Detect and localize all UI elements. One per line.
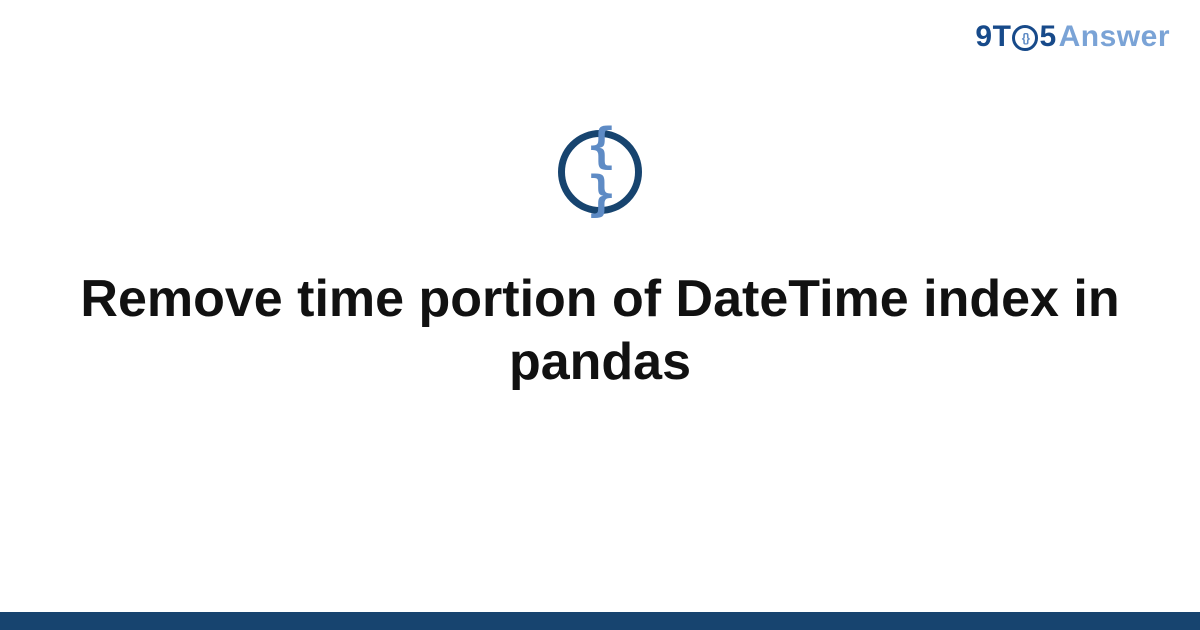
brand-o-ring: {} <box>1012 25 1038 51</box>
brand-five: 5 <box>1039 22 1056 52</box>
brand-nine: 9 <box>975 22 992 52</box>
page-title: Remove time portion of DateTime index in… <box>0 268 1200 395</box>
brand-answer: Answer <box>1059 22 1170 52</box>
brand-t: T <box>993 22 1012 52</box>
code-badge-icon: { } <box>558 130 642 214</box>
footer-accent-bar <box>0 612 1200 630</box>
braces-icon: { } <box>565 122 635 218</box>
brand-o-inner-braces: {} <box>1022 32 1029 44</box>
main-content: { } Remove time portion of DateTime inde… <box>0 130 1200 395</box>
brand-logo: 9 T {} 5 Answer <box>975 22 1170 52</box>
